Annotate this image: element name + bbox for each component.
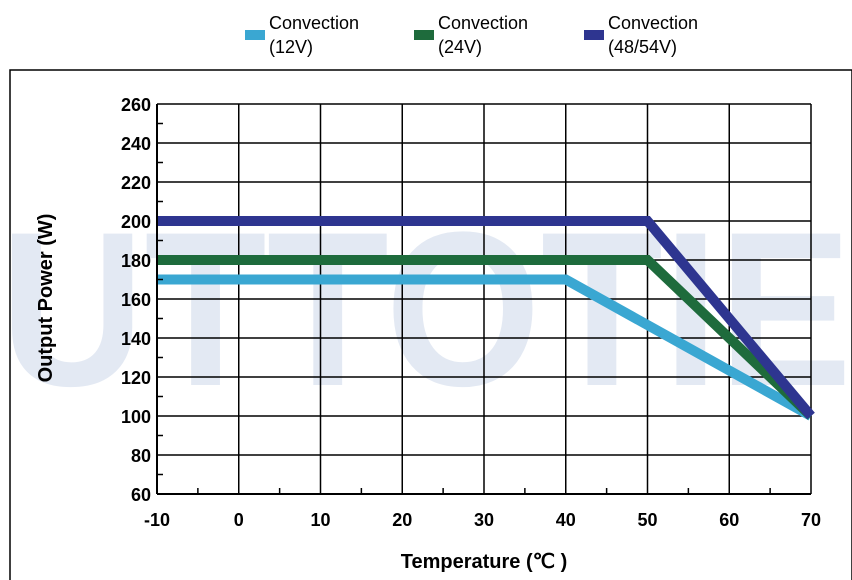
tick-labels: -10 0 10 20 30 40 50 60 70 60 80 100 120 140 160 180 200… [121, 95, 821, 530]
legend-swatch-2 [414, 30, 434, 40]
y-tick-label: 100 [121, 407, 151, 427]
legend: Convection (12V) Convection (24V) Convection… [245, 13, 698, 57]
watermark-logo: UTTOTIE [0, 186, 852, 432]
x-tick-label: -10 [144, 510, 170, 530]
x-tick-label: 30 [474, 510, 494, 530]
x-tick-label: 40 [556, 510, 576, 530]
axes [156, 104, 811, 495]
y-axis-title: Output Power (W) [35, 214, 57, 383]
y-tick-label: 80 [131, 446, 151, 466]
x-tick-label: 50 [637, 510, 657, 530]
legend-label-2-line2: (24V) [438, 37, 482, 57]
y-tick-label: 200 [121, 212, 151, 232]
legend-swatch-1 [245, 30, 265, 40]
x-axis-title: Temperature (℃ ) [401, 551, 568, 573]
legend-label-3-line2: (48/54V) [608, 37, 677, 57]
y-tick-label: 60 [131, 485, 151, 505]
y-tick-label: 260 [121, 95, 151, 115]
series-lines [157, 216, 815, 421]
y-tick-label: 220 [121, 173, 151, 193]
y-tick-label: 140 [121, 329, 151, 349]
legend-label-2-line1: Convection [438, 13, 528, 33]
y-tick-label: 160 [121, 290, 151, 310]
x-tick-label: 70 [801, 510, 821, 530]
series-line-2 [157, 255, 815, 420]
x-tick-label: 0 [234, 510, 244, 530]
x-tick-label: 60 [719, 510, 739, 530]
y-tick-label: 180 [121, 251, 151, 271]
series-line-1 [157, 274, 814, 421]
y-tick-label: 120 [121, 368, 151, 388]
series-line-3 [157, 216, 815, 420]
legend-label-1-line2: (12V) [269, 37, 313, 57]
x-tick-label: 10 [310, 510, 330, 530]
chart-frame [9, 69, 852, 580]
legend-label-1-line1: Convection [269, 13, 359, 33]
legend-swatch-3 [584, 30, 604, 40]
x-tick-label: 20 [392, 510, 412, 530]
legend-label-3-line1: Convection [608, 13, 698, 33]
y-tick-label: 240 [121, 134, 151, 154]
